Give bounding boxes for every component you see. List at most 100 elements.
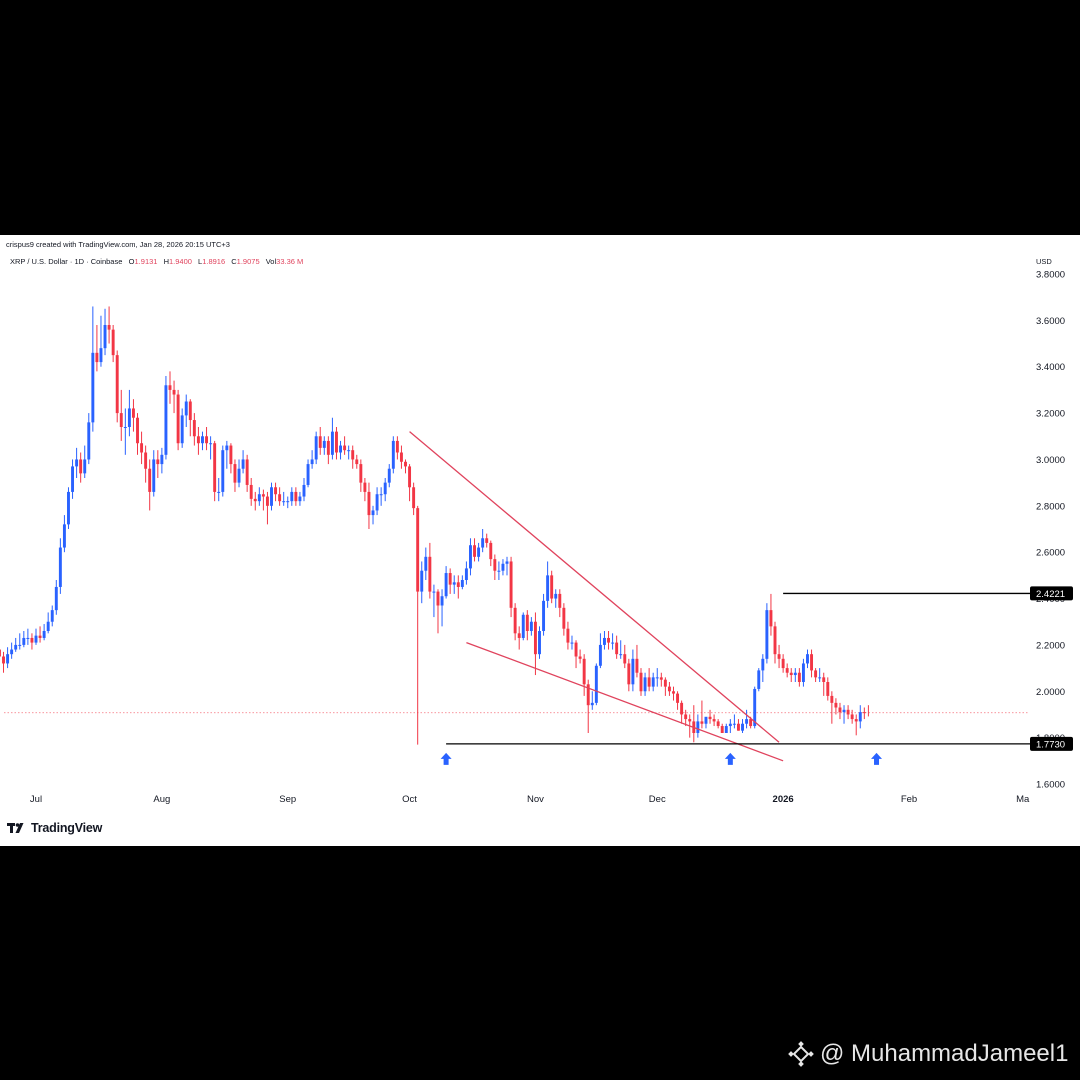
candle-body — [712, 719, 716, 722]
candle-body — [497, 570, 501, 572]
candle-body — [241, 459, 245, 469]
y-tick-label: 3.6000 — [1036, 316, 1065, 327]
volume-key: Vol — [265, 257, 277, 266]
candle-body — [278, 494, 282, 502]
y-tick-label: 1.6000 — [1036, 780, 1065, 791]
candle-body — [659, 677, 663, 680]
tradingview-logo[interactable]: TradingView — [7, 821, 102, 835]
candle-body — [566, 628, 570, 643]
watermark-text: @ MuhammadJameel1 — [820, 1040, 1069, 1067]
price-tag-label: 1.7730 — [1036, 739, 1065, 750]
candle-body — [306, 464, 310, 485]
candle-body — [237, 468, 241, 483]
candle-body — [253, 498, 257, 502]
candle-body — [477, 547, 481, 557]
candle-body — [708, 716, 712, 720]
candle-body — [335, 431, 338, 453]
candle-body — [440, 596, 444, 606]
candle-body — [111, 329, 115, 356]
candle-body — [62, 524, 66, 548]
candle-body — [196, 436, 200, 444]
candle-body — [444, 573, 448, 597]
candle-body — [261, 494, 265, 497]
candle-body — [850, 714, 854, 720]
candle-body — [298, 496, 302, 502]
candle-body — [10, 649, 14, 655]
candle-body — [619, 654, 623, 656]
candle-body — [716, 721, 720, 727]
candle-body — [806, 654, 809, 664]
candle-body — [217, 491, 221, 493]
candle-body — [322, 440, 326, 448]
candle-body — [188, 401, 192, 421]
candle-body — [473, 545, 476, 557]
candle-body — [842, 709, 846, 713]
candle-body — [375, 494, 379, 511]
price-chart[interactable]: 3.8000 3.6000 3.4000 3.2000 3.0000 2.8000 2.60… — [0, 235, 1080, 846]
x-tick-label: Jul — [30, 794, 42, 805]
candle-body — [505, 561, 509, 564]
candle-body — [797, 672, 801, 682]
candle-body — [757, 670, 761, 689]
candle-body — [192, 420, 196, 437]
candle-body — [22, 637, 26, 645]
candle-body — [119, 413, 123, 427]
candle-body — [464, 568, 468, 580]
candle-body — [2, 656, 5, 664]
candle-body — [517, 633, 521, 638]
candle-body — [42, 631, 46, 638]
candle-body — [542, 600, 546, 631]
symbol-legend: XRP / U.S. Dollar · 1D · Coinbase O1.913… — [10, 257, 307, 266]
candle-body — [830, 695, 834, 703]
candle-body — [209, 443, 213, 445]
candle-body — [290, 491, 294, 502]
candle-body — [538, 631, 541, 655]
attribution-text: crispus9 created with TradingView.com, J… — [6, 240, 230, 249]
candle-body — [456, 582, 460, 587]
ohlc-high-key: H — [163, 257, 169, 266]
candle-body — [834, 702, 838, 708]
candle-body — [310, 459, 314, 465]
candle-body — [168, 385, 172, 390]
candle-body — [420, 570, 424, 592]
candle-body — [6, 654, 10, 664]
candle-body — [213, 443, 217, 492]
y-tick-label: 3.8000 — [1036, 270, 1065, 281]
candle-body — [436, 591, 440, 606]
candle-body — [274, 487, 278, 495]
candle-body — [71, 466, 75, 492]
trendline — [409, 431, 780, 743]
candle-body — [152, 459, 156, 492]
candle-body — [485, 538, 489, 543]
candle-body — [26, 637, 30, 639]
candle-body — [432, 591, 436, 593]
candle-body — [79, 459, 83, 474]
candle-body — [18, 644, 22, 646]
candle-body — [131, 408, 135, 418]
chart-panel: 3.8000 3.6000 3.4000 3.2000 3.0000 2.8000 2.60… — [0, 235, 1080, 846]
candle-body — [257, 494, 261, 502]
candle-body — [399, 452, 403, 462]
candle-body — [639, 672, 643, 692]
ohlc-low-key: L — [198, 257, 203, 266]
candle-body — [822, 677, 826, 682]
candle-body — [383, 482, 387, 495]
x-tick-label: Feb — [901, 794, 917, 805]
candle-body — [663, 679, 667, 687]
candle-body — [127, 408, 131, 427]
candle-body — [123, 427, 127, 428]
candle-body — [525, 614, 529, 631]
watermark: @ MuhammadJameel1 — [788, 1040, 1068, 1068]
candle-body — [38, 635, 42, 638]
candle-body — [46, 621, 50, 631]
candle-body — [862, 712, 866, 714]
symbol-name: XRP / U.S. Dollar · 1D · Coinbase — [10, 257, 123, 266]
candle-body — [140, 443, 144, 453]
candle-body — [582, 658, 586, 685]
candle-body — [574, 642, 578, 657]
candle-body — [286, 501, 290, 503]
candle-body — [607, 637, 610, 643]
tradingview-logo-icon — [7, 822, 24, 833]
candle-body — [814, 670, 818, 678]
up-arrow-icon — [724, 752, 736, 765]
